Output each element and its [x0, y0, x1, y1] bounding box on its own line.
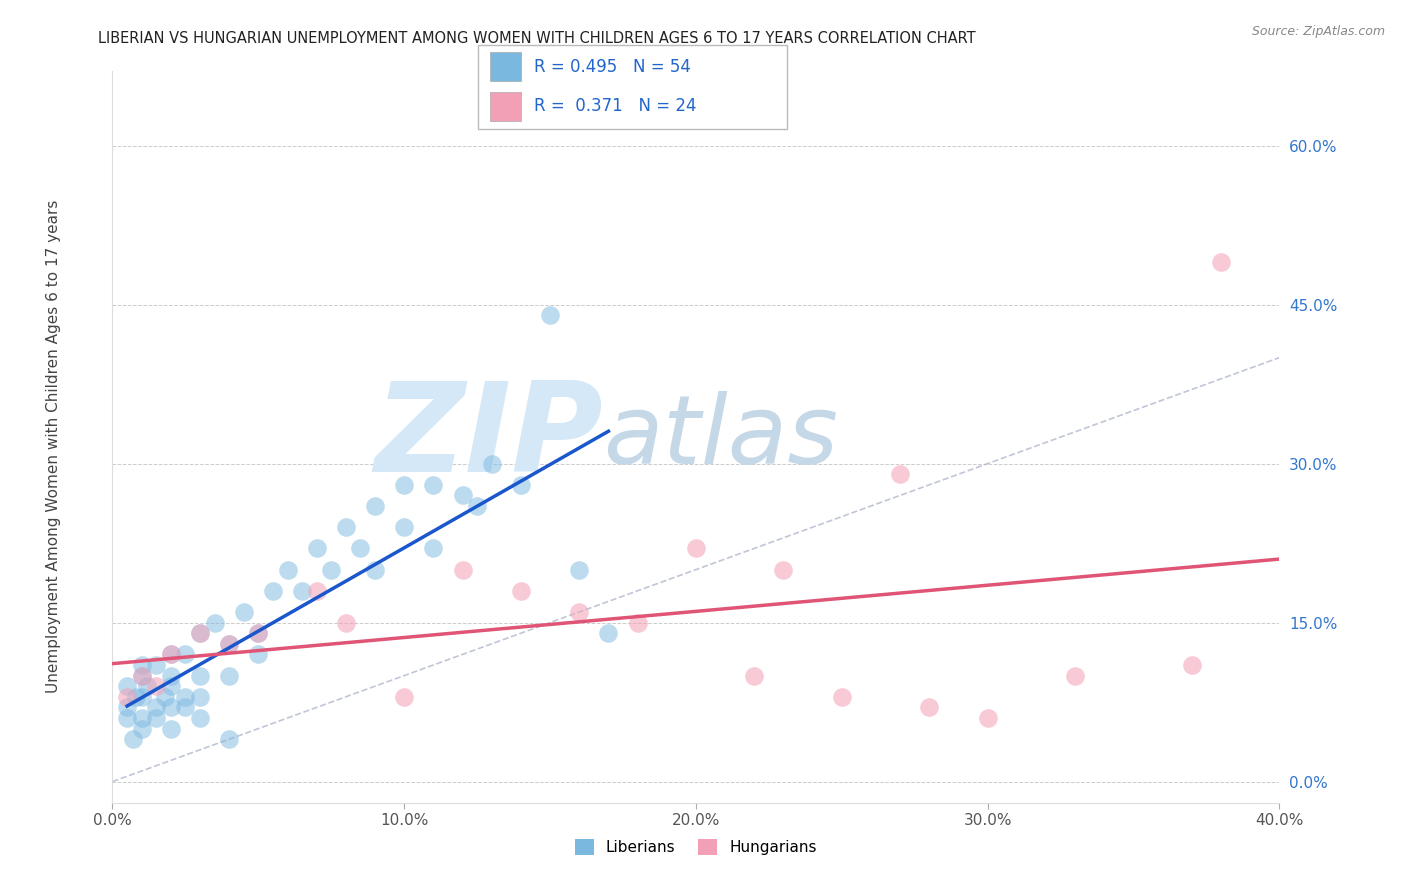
Point: [509, 477, 531, 491]
Point: [188, 626, 211, 640]
Point: [115, 700, 138, 714]
Point: [394, 477, 416, 491]
Point: [742, 668, 765, 682]
Point: [1209, 255, 1232, 269]
Text: Unemployment Among Women with Children Ages 6 to 17 years: Unemployment Among Women with Children A…: [46, 199, 60, 693]
Point: [538, 308, 561, 322]
Point: [145, 711, 167, 725]
Point: [218, 668, 240, 682]
Point: [364, 499, 387, 513]
Point: [831, 690, 853, 704]
Point: [247, 648, 270, 662]
Point: [364, 563, 387, 577]
Point: [276, 563, 298, 577]
Point: [153, 690, 176, 704]
Point: [188, 690, 211, 704]
Text: R = 0.495   N = 54: R = 0.495 N = 54: [534, 58, 690, 76]
Point: [160, 679, 183, 693]
Point: [262, 583, 284, 598]
Point: [1181, 658, 1204, 673]
Point: [115, 711, 138, 725]
Point: [160, 668, 183, 682]
Point: [394, 520, 416, 534]
Point: [568, 605, 591, 619]
Point: [145, 700, 167, 714]
Point: [188, 626, 211, 640]
Point: [465, 499, 488, 513]
Text: R =  0.371   N = 24: R = 0.371 N = 24: [534, 97, 696, 115]
Point: [685, 541, 707, 556]
Bar: [491, 92, 522, 120]
Point: [349, 541, 371, 556]
Bar: [491, 53, 522, 81]
Point: [305, 583, 328, 598]
Point: [451, 563, 474, 577]
Point: [160, 648, 183, 662]
Point: [394, 690, 416, 704]
Point: [115, 690, 138, 704]
Point: [160, 722, 183, 736]
Point: [174, 700, 197, 714]
Point: [174, 690, 197, 704]
Point: [321, 563, 343, 577]
Point: [422, 477, 444, 491]
Legend: Liberians, Hungarians: Liberians, Hungarians: [569, 833, 823, 861]
Point: [1064, 668, 1087, 682]
Point: [145, 658, 167, 673]
Point: [145, 679, 167, 693]
Point: [889, 467, 911, 482]
Point: [131, 711, 153, 725]
Point: [335, 520, 357, 534]
Point: [218, 637, 240, 651]
Point: [232, 605, 254, 619]
Point: [125, 690, 148, 704]
Point: [131, 668, 153, 682]
Point: [422, 541, 444, 556]
Point: [188, 711, 211, 725]
Text: atlas: atlas: [603, 391, 838, 483]
Point: [131, 722, 153, 736]
Point: [627, 615, 650, 630]
Point: [131, 690, 153, 704]
Point: [218, 732, 240, 747]
Point: [568, 563, 591, 577]
Text: ZIP: ZIP: [374, 376, 603, 498]
Point: [481, 457, 503, 471]
FancyBboxPatch shape: [478, 45, 787, 129]
Point: [772, 563, 794, 577]
Point: [335, 615, 357, 630]
Point: [218, 637, 240, 651]
Point: [160, 700, 183, 714]
Point: [160, 648, 183, 662]
Text: Source: ZipAtlas.com: Source: ZipAtlas.com: [1251, 25, 1385, 38]
Point: [451, 488, 474, 502]
Point: [918, 700, 941, 714]
Point: [291, 583, 314, 598]
Point: [305, 541, 328, 556]
Point: [136, 679, 159, 693]
Point: [188, 668, 211, 682]
Point: [247, 626, 270, 640]
Point: [204, 615, 226, 630]
Point: [131, 658, 153, 673]
Point: [122, 732, 145, 747]
Point: [131, 668, 153, 682]
Point: [976, 711, 998, 725]
Text: LIBERIAN VS HUNGARIAN UNEMPLOYMENT AMONG WOMEN WITH CHILDREN AGES 6 TO 17 YEARS : LIBERIAN VS HUNGARIAN UNEMPLOYMENT AMONG…: [98, 31, 976, 46]
Point: [247, 626, 270, 640]
Point: [115, 679, 138, 693]
Point: [174, 648, 197, 662]
Point: [509, 583, 531, 598]
Point: [598, 626, 620, 640]
